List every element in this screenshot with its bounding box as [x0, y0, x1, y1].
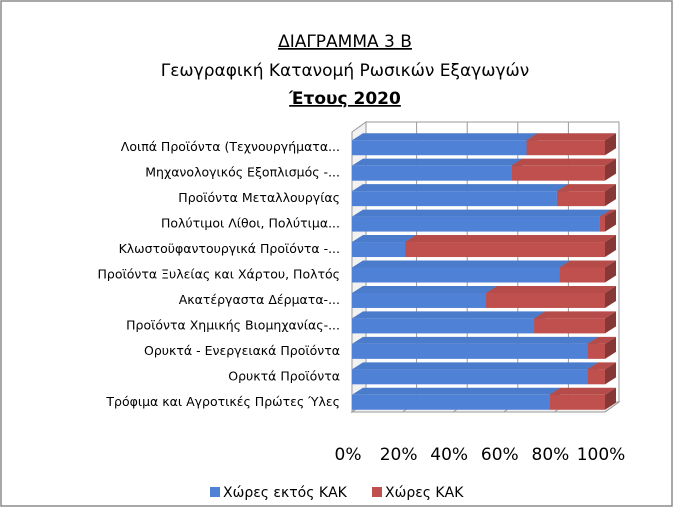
- bar: [587, 336, 616, 359]
- bar: [352, 336, 599, 359]
- bar: [405, 235, 616, 258]
- y-tick-label: Κλωστοϋφαντουργικά Προϊόντα -...: [119, 241, 340, 256]
- y-tick-label: Λοιπά Προϊόντα (Τεχνουργήματα...: [121, 139, 340, 154]
- bar: [549, 387, 616, 410]
- grid-line: [604, 122, 620, 413]
- chart-title: ΔΙΑΓΡΑΜΜΑ 3 Β: [278, 32, 412, 52]
- y-tick-label: Μηχανολογικός Εξοπλισμός -...: [145, 165, 340, 180]
- chart-subtitle: Έτους 2020: [288, 89, 401, 109]
- bar: [486, 285, 616, 308]
- bar: [352, 260, 571, 283]
- bar: [526, 133, 616, 156]
- legend-label: Χώρες ΚΑΚ: [385, 485, 464, 501]
- x-tick-label: 20%: [380, 445, 418, 465]
- bar: [599, 209, 616, 232]
- y-tick-label: Πολύτιμοι Λίθοι, Πολύτιμα...: [161, 216, 340, 231]
- x-tick-label: 0%: [335, 445, 362, 465]
- x-tick-label: 100%: [577, 445, 626, 465]
- bar: [352, 133, 538, 156]
- bar: [559, 260, 616, 283]
- bar: [511, 158, 616, 181]
- y-tick-label: Προϊόντα Μεταλλουργίας: [178, 190, 340, 205]
- bar: [534, 311, 616, 334]
- bar: [352, 285, 498, 308]
- bar: [352, 209, 611, 232]
- y-tick-label: Ακατέργαστα Δέρματα-...: [179, 292, 340, 307]
- chart-subtitle: Γεωγραφική Κατανομή Ρωσικών Εξαγωγών: [161, 61, 530, 81]
- bar: [352, 311, 546, 334]
- bar: [352, 158, 523, 181]
- bar: [352, 362, 599, 385]
- y-tick-label: Προϊόντα Χημικής Βιομηχανίας-...: [126, 317, 340, 332]
- x-tick-label: 40%: [430, 445, 468, 465]
- x-tick-label: 80%: [532, 445, 570, 465]
- bar: [352, 387, 561, 410]
- x-tick-label: 60%: [481, 445, 519, 465]
- legend-swatch: [210, 487, 220, 497]
- y-tick-label: Ορυκτά - Ενεργειακά Προϊόντα: [144, 343, 340, 358]
- bar: [556, 184, 616, 207]
- legend-swatch: [372, 487, 382, 497]
- y-tick-label: Τρόφιμα και Αγροτικές Πρώτες Ύλες: [105, 394, 340, 409]
- bar: [352, 184, 568, 207]
- bar: [587, 362, 616, 385]
- legend-label: Χώρες εκτός ΚΑΚ: [223, 485, 348, 501]
- y-tick-label: Προϊόντα Ξυλείας και Χάρτου, Πολτός: [98, 267, 341, 282]
- y-tick-label: Ορυκτά Προϊόντα: [228, 368, 340, 383]
